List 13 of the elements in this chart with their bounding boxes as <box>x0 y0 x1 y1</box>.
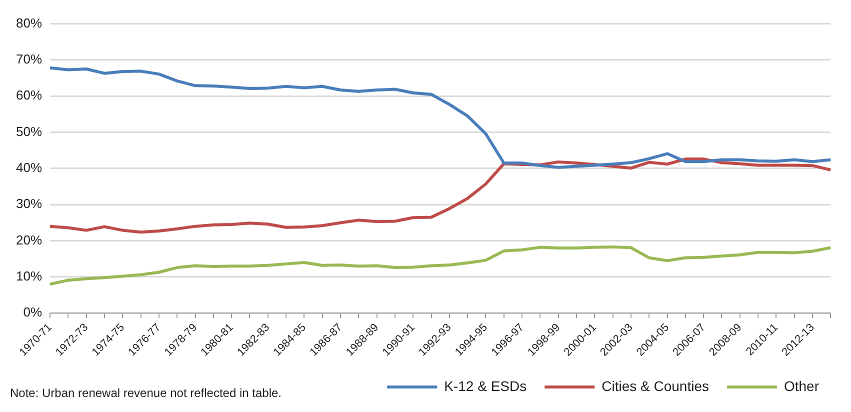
legend-label: Other <box>784 378 820 394</box>
y-tick-label: 70% <box>16 52 42 67</box>
legend-label: Cities & Counties <box>602 378 709 394</box>
legend-label: K-12 & ESDs <box>444 378 527 394</box>
y-tick-label: 30% <box>16 196 42 212</box>
y-tick-label: 50% <box>16 124 42 139</box>
y-tick-label: 80% <box>16 15 42 30</box>
y-tick-label: 40% <box>16 160 42 176</box>
y-tick-label: 10% <box>16 268 42 284</box>
y-tick-label: 0% <box>23 304 42 320</box>
y-tick-label: 60% <box>16 88 42 103</box>
y-tick-label: 20% <box>16 232 42 248</box>
text: Note: Urban renewal revenue not reflected in table. <box>10 386 282 400</box>
